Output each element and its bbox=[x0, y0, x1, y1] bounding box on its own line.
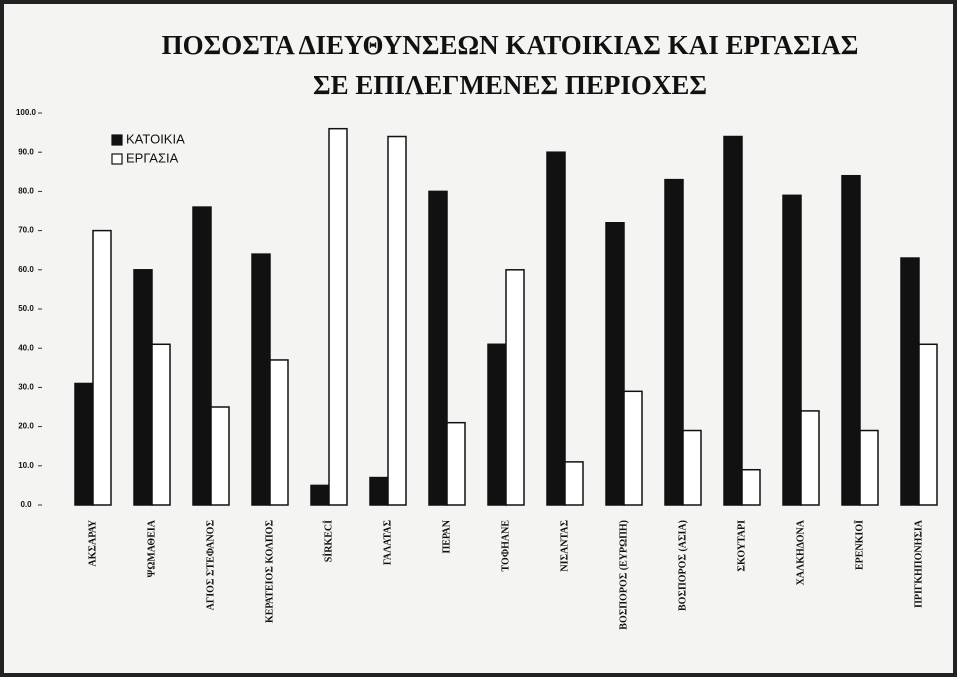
bar bbox=[210, 406, 230, 506]
bar bbox=[251, 253, 271, 506]
bar bbox=[664, 178, 684, 506]
legend-swatch bbox=[111, 153, 123, 165]
bar bbox=[192, 206, 212, 506]
bar bbox=[623, 390, 643, 506]
chart-title: ΠΟΣΟΣΤΑ ΔΙΕΥΘΥΝΣΕΩΝ ΚΑΤΟΙΚΙΑΣ ΚΑΙ ΕΡΓΑΣΙ… bbox=[162, 30, 859, 60]
bar bbox=[546, 151, 566, 506]
bar bbox=[92, 229, 112, 506]
bar bbox=[446, 421, 466, 506]
bar bbox=[859, 429, 879, 506]
bar bbox=[310, 484, 330, 506]
x-tick-label: ΒΟΣΠΟΡΟΣ (ΑΣΙΑ) bbox=[677, 520, 688, 611]
y-tick-label: 100.0 bbox=[16, 108, 37, 117]
y-tick-label: 30.0 bbox=[18, 383, 34, 392]
bar bbox=[723, 135, 743, 506]
x-tick-label: ΤΟΦΗΑΝΕ bbox=[500, 520, 511, 572]
y-tick-label: 80.0 bbox=[18, 187, 34, 196]
legend-label: ΚΑΤΟΙΚΙΑ bbox=[126, 131, 185, 146]
bar bbox=[605, 222, 625, 506]
x-tick-label: SİRKECİ bbox=[322, 520, 334, 562]
x-tick-label: ΕΡΕΝΚΙΟΪ bbox=[852, 520, 865, 570]
bar bbox=[151, 343, 171, 506]
bar bbox=[387, 135, 407, 506]
x-tick-label: ΠΡΙΓΚΗΠΟΝΗΣΙΑ bbox=[913, 519, 924, 608]
bar bbox=[782, 194, 802, 506]
bar bbox=[428, 190, 448, 506]
bar bbox=[741, 468, 761, 506]
bar bbox=[133, 269, 153, 506]
y-tick-label: 70.0 bbox=[18, 226, 34, 235]
x-tick-label: ΓΑΛΑΤΑΣ bbox=[382, 520, 393, 566]
y-tick-label: 20.0 bbox=[18, 422, 34, 431]
x-tick-label: ΚΕΡΑΤΕΙΟΣ ΚΟΛΠΟΣ bbox=[264, 520, 275, 624]
y-tick-label: 60.0 bbox=[18, 265, 34, 274]
x-tick-label: ΝΙΣΑΝΤΑΣ bbox=[559, 520, 570, 572]
y-tick-label: 10.0 bbox=[18, 461, 34, 470]
legend-swatch bbox=[111, 134, 123, 146]
legend-label: ΕΡΓΑΣΙΑ bbox=[126, 150, 179, 165]
bar bbox=[800, 410, 820, 506]
y-tick-label: 40.0 bbox=[18, 343, 34, 352]
bar bbox=[328, 127, 348, 506]
bar bbox=[269, 359, 289, 506]
bar bbox=[682, 429, 702, 506]
bar bbox=[74, 382, 94, 506]
y-tick-label: 0.0 bbox=[20, 500, 32, 509]
x-tick-label: ΠΕΡΑΝ bbox=[441, 519, 452, 553]
bar bbox=[369, 476, 389, 506]
chart-subtitle: ΣΕ ΕΠΙΛΕΓΜΕΝΕΣ ΠΕΡΙΟΧΕΣ bbox=[313, 70, 707, 100]
x-tick-label: ΣΚΟΥΤΑΡΙ bbox=[736, 520, 747, 572]
bar bbox=[900, 257, 920, 506]
x-tick-label: ΨΩΜΑΘΕΙΑ bbox=[146, 519, 157, 577]
y-tick-label: 90.0 bbox=[18, 147, 34, 156]
bar bbox=[505, 269, 525, 506]
bar bbox=[841, 174, 861, 506]
x-tick-label: ΑΓΙΟΣ ΣΤΕΦΑΝΟΣ bbox=[205, 520, 216, 611]
x-tick-label: ΑΚΣΑΡΑΥ bbox=[87, 519, 98, 566]
bar bbox=[564, 461, 584, 506]
x-tick-label: ΒΟΣΠΟΡΟΣ (ΕΥΡΩΠΗ) bbox=[618, 520, 629, 630]
y-tick-label: 50.0 bbox=[18, 304, 34, 313]
bar bbox=[487, 343, 507, 506]
x-tick-label: ΧΑΛΚΗΔΟΝΑ bbox=[795, 519, 806, 585]
bar bbox=[918, 343, 938, 506]
